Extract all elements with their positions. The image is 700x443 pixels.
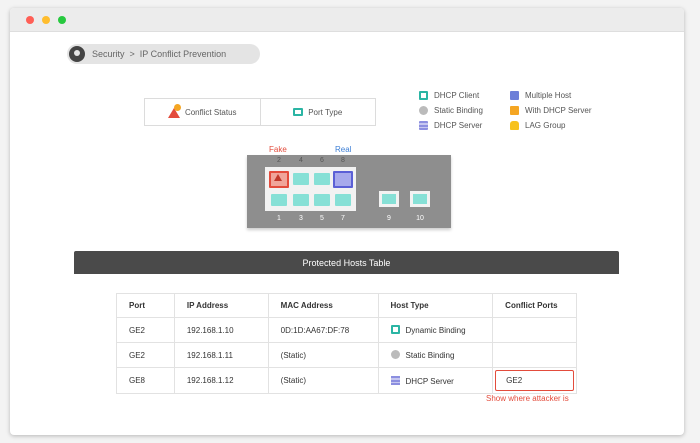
cell-conflict [492, 317, 577, 343]
cell-ip: 192.168.1.11 [173, 342, 269, 368]
maximize-window-button[interactable] [58, 16, 66, 24]
column-header-conflict-ports[interactable]: Conflict Ports [492, 293, 577, 318]
dhcp-client-icon [419, 91, 428, 100]
sfp-port-9[interactable] [379, 191, 399, 207]
cell-conflict [492, 342, 577, 368]
column-header-ip[interactable]: IP Address [173, 293, 269, 318]
cell-conflict: GE2 [492, 367, 577, 394]
conflict-warning-icon [167, 103, 181, 118]
switch-panel: 2 4 6 8 1 3 5 7 9 10 [247, 155, 451, 228]
lag-group-icon [510, 121, 519, 130]
key-multiple-host: Multiple Host [510, 91, 571, 100]
host-type-label: Dynamic Binding [405, 326, 466, 335]
port-number: 7 [341, 215, 345, 222]
cell-port: GE2 [116, 342, 175, 368]
fake-port-label: Fake [269, 145, 287, 154]
table-row[interactable]: GE2 192.168.1.11 (Static) Static Binding [116, 342, 577, 368]
key-label: DHCP Client [434, 91, 480, 100]
protected-hosts-table: Port IP Address MAC Address Host Type Co… [116, 293, 577, 394]
port-number: 6 [320, 157, 324, 164]
table-header-row: Port IP Address MAC Address Host Type Co… [116, 293, 577, 318]
conflict-status-label: Conflict Status [184, 107, 237, 117]
static-binding-icon [419, 106, 428, 115]
port-7[interactable] [335, 194, 351, 206]
real-port-label: Real [335, 145, 352, 154]
port-number: 3 [299, 215, 303, 222]
static-binding-icon [390, 350, 400, 359]
table-row[interactable]: GE2 192.168.1.10 0D:1D:AA67:DF:78 Dynami… [116, 317, 577, 343]
title-bar [10, 8, 684, 32]
app-window: Security > IP Conflict Prevention Confli… [10, 8, 684, 435]
cell-host-type: DHCP Server [377, 367, 494, 394]
cell-ip: 192.168.1.12 [173, 367, 269, 394]
port-1[interactable] [271, 194, 287, 206]
cell-host-type: Static Binding [377, 342, 494, 368]
location-pin-icon [69, 46, 85, 62]
column-header-port[interactable]: Port [116, 293, 175, 318]
port-number: 5 [320, 215, 324, 222]
multiple-host-icon [510, 91, 519, 100]
port-type-icon [293, 108, 304, 116]
close-window-button[interactable] [26, 16, 34, 24]
port-type-label: Port Type [308, 107, 343, 117]
conflict-status-toggle[interactable]: Conflict Status [145, 99, 260, 125]
breadcrumb-section[interactable]: Security [92, 49, 125, 59]
port-number: 9 [387, 215, 391, 222]
key-label: Static Binding [434, 106, 483, 115]
port-number: 2 [277, 157, 281, 164]
key-dhcp-server: DHCP Server [419, 121, 482, 130]
status-legend-box: Conflict Status Port Type [144, 98, 376, 126]
dynamic-binding-icon [390, 325, 400, 334]
key-lag-group: LAG Group [510, 121, 565, 130]
port-number: 10 [416, 215, 424, 222]
protected-hosts-table-title: Protected Hosts Table [74, 251, 619, 274]
key-label: LAG Group [525, 121, 566, 130]
cell-port: GE8 [116, 367, 175, 394]
key-label: With DHCP Server [525, 106, 592, 115]
column-header-host-type[interactable]: Host Type [377, 293, 494, 318]
port-5[interactable] [314, 194, 330, 206]
key-dhcp-client: DHCP Client [419, 91, 479, 100]
key-label: DHCP Server [434, 121, 483, 130]
cell-port: GE2 [116, 317, 175, 343]
conflict-port-highlight[interactable]: GE2 [495, 370, 574, 391]
port-8-real[interactable] [333, 171, 353, 188]
port-number: 4 [299, 157, 303, 164]
port-2-fake[interactable] [269, 171, 289, 188]
key-static-binding: Static Binding [419, 106, 483, 115]
key-label: Multiple Host [525, 91, 572, 100]
port-6[interactable] [314, 173, 330, 185]
cell-mac: (Static) [267, 367, 379, 394]
cell-mac: 0D:1D:AA67:DF:78 [267, 317, 379, 343]
port-type-toggle[interactable]: Port Type [259, 99, 376, 125]
port-number: 1 [277, 215, 281, 222]
dhcp-server-icon [419, 121, 428, 130]
with-dhcp-server-icon [510, 106, 519, 115]
breadcrumb-separator: > [129, 49, 135, 59]
column-header-mac[interactable]: MAC Address [267, 293, 379, 318]
table-row[interactable]: GE8 192.168.1.12 (Static) DHCP Server GE… [116, 367, 577, 394]
attacker-note: Show where attacker is [486, 394, 569, 403]
cell-ip: 192.168.1.10 [173, 317, 269, 343]
port-number: 8 [341, 157, 345, 164]
breadcrumb-page: IP Conflict Prevention [139, 49, 227, 59]
breadcrumb: Security > IP Conflict Prevention [67, 44, 260, 64]
dhcp-server-icon [390, 375, 400, 385]
key-with-dhcp-server: With DHCP Server [510, 106, 592, 115]
ethernet-port-group [265, 167, 356, 211]
port-4[interactable] [293, 173, 309, 185]
host-type-label: DHCP Server [405, 376, 454, 386]
cell-mac: (Static) [267, 342, 379, 368]
minimize-window-button[interactable] [42, 16, 50, 24]
sfp-port-10[interactable] [410, 191, 430, 207]
host-type-label: Static Binding [405, 351, 455, 360]
cell-host-type: Dynamic Binding [377, 317, 494, 343]
port-3[interactable] [293, 194, 309, 206]
